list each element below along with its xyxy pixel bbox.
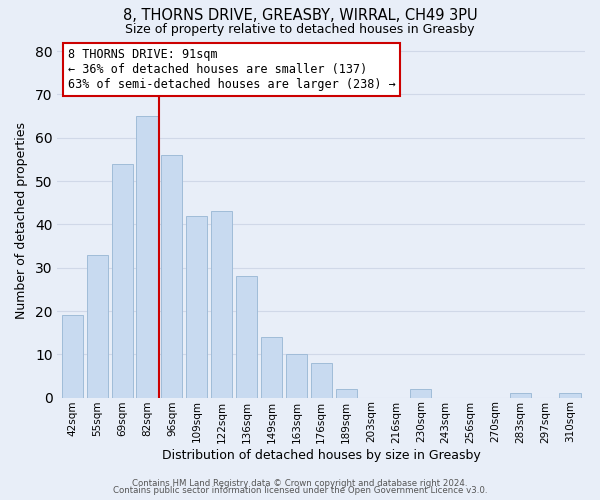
Bar: [161, 155, 182, 398]
Bar: [136, 116, 158, 398]
Text: Contains HM Land Registry data © Crown copyright and database right 2024.: Contains HM Land Registry data © Crown c…: [132, 478, 468, 488]
Bar: [286, 354, 307, 398]
Text: 8 THORNS DRIVE: 91sqm
← 36% of detached houses are smaller (137)
63% of semi-det: 8 THORNS DRIVE: 91sqm ← 36% of detached …: [68, 48, 396, 91]
Bar: [112, 164, 133, 398]
Bar: [211, 212, 232, 398]
Bar: [559, 394, 581, 398]
X-axis label: Distribution of detached houses by size in Greasby: Distribution of detached houses by size …: [162, 450, 481, 462]
Text: Contains public sector information licensed under the Open Government Licence v3: Contains public sector information licen…: [113, 486, 487, 495]
Bar: [236, 276, 257, 398]
Bar: [335, 389, 356, 398]
Bar: [410, 389, 431, 398]
Bar: [261, 337, 282, 398]
Bar: [311, 363, 332, 398]
Bar: [186, 216, 208, 398]
Bar: [510, 394, 531, 398]
Bar: [62, 316, 83, 398]
Text: Size of property relative to detached houses in Greasby: Size of property relative to detached ho…: [125, 22, 475, 36]
Text: 8, THORNS DRIVE, GREASBY, WIRRAL, CH49 3PU: 8, THORNS DRIVE, GREASBY, WIRRAL, CH49 3…: [122, 8, 478, 22]
Y-axis label: Number of detached properties: Number of detached properties: [15, 122, 28, 318]
Bar: [86, 254, 108, 398]
